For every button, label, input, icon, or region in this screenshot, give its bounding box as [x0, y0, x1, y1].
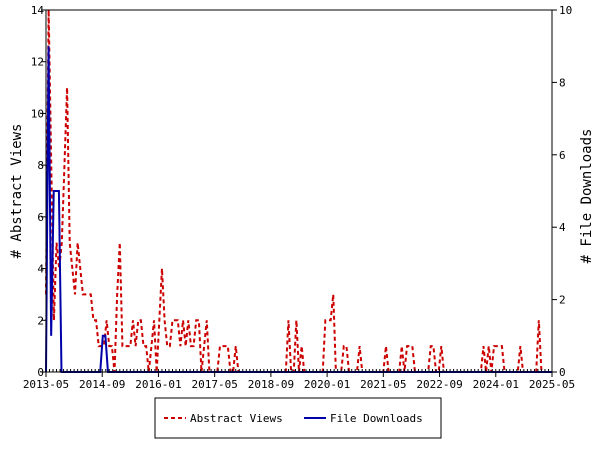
y-right-tick-label: 4 — [559, 221, 566, 234]
y-right-tick-label: 0 — [559, 366, 566, 379]
y-right-tick-label: 8 — [559, 76, 566, 89]
x-tick-label: 2018-09 — [248, 378, 294, 391]
axis-ticks: 2013-05 2014-09 2016-01 2017-05 2018-09 2020-… — [23, 4, 575, 391]
y-right-tick-label: 10 — [559, 4, 572, 17]
y-axis-title-right: # File Downloads — [579, 129, 595, 264]
x-tick-label: 2024-01 — [473, 378, 519, 391]
legend-label-file-downloads: File Downloads — [330, 412, 423, 425]
x-tick-label: 2013-05 — [23, 378, 69, 391]
y-left-tick-label: 10 — [31, 107, 44, 120]
y-right-tick-label: 6 — [559, 149, 566, 162]
x-tick-label: 2014-09 — [79, 378, 125, 391]
y-left-tick-label: 4 — [37, 263, 44, 276]
x-tick-label: 2020-01 — [304, 378, 350, 391]
y-left-tick-label: 14 — [31, 4, 45, 17]
legend: Abstract Views File Downloads — [154, 397, 442, 439]
legend-label-abstract-views: Abstract Views — [190, 412, 283, 425]
x-tick-label: 2017-05 — [191, 378, 237, 391]
y-left-tick-label: 2 — [37, 314, 44, 327]
y-left-tick-label: 12 — [31, 56, 44, 69]
series-line-abstract-views — [45, 9, 552, 373]
x-tick-label: 2021-05 — [360, 378, 406, 391]
y-left-tick-label: 0 — [37, 366, 44, 379]
y-left-tick-label: 6 — [37, 211, 44, 224]
x-tick-label: 2025-05 — [529, 378, 575, 391]
x-tick-label: 2022-09 — [416, 378, 462, 391]
legend-box — [154, 397, 442, 439]
y-right-tick-label: 2 — [559, 294, 566, 307]
y-left-tick-label: 8 — [37, 159, 44, 172]
x-tick-label: 2016-01 — [135, 378, 181, 391]
y-axis-title-left: # Abstract Views — [9, 124, 25, 259]
plot-area — [45, 9, 552, 373]
